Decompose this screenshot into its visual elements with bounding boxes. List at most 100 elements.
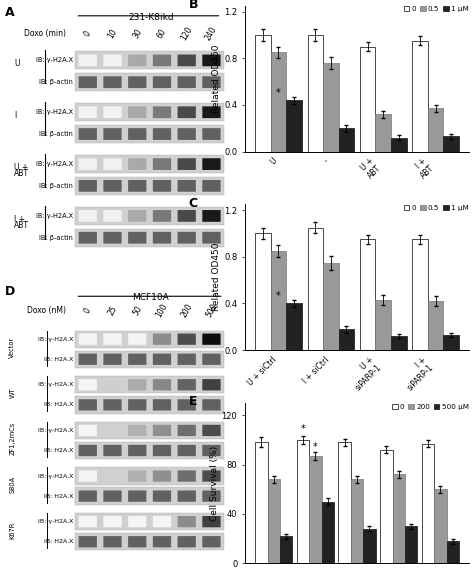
Bar (391, 138, 407, 151)
Text: IB: γ-H2A.X: IB: γ-H2A.X (37, 519, 73, 524)
Text: IB: γ-H2A.X: IB: γ-H2A.X (37, 428, 73, 433)
Bar (391, 336, 407, 350)
FancyBboxPatch shape (128, 399, 146, 410)
Bar (447, 541, 459, 563)
FancyBboxPatch shape (202, 516, 220, 527)
FancyBboxPatch shape (128, 379, 146, 390)
Text: IB: γ-H2A.X: IB: γ-H2A.X (36, 213, 73, 219)
Bar (271, 52, 286, 151)
Bar (428, 301, 444, 350)
Text: 200: 200 (179, 302, 194, 319)
FancyBboxPatch shape (103, 76, 122, 88)
Bar (444, 137, 459, 151)
FancyBboxPatch shape (202, 76, 220, 88)
Text: *: * (276, 291, 281, 301)
FancyBboxPatch shape (75, 396, 224, 414)
FancyBboxPatch shape (178, 106, 196, 118)
Text: 231-K8ikd: 231-K8ikd (128, 13, 173, 22)
FancyBboxPatch shape (153, 76, 171, 88)
Text: IB: β-actin: IB: β-actin (39, 234, 73, 241)
FancyBboxPatch shape (202, 106, 220, 118)
FancyBboxPatch shape (128, 471, 146, 482)
Text: *: * (313, 442, 318, 452)
FancyBboxPatch shape (103, 158, 122, 170)
FancyBboxPatch shape (128, 490, 146, 502)
Text: IB: H2A.X: IB: H2A.X (44, 357, 73, 362)
FancyBboxPatch shape (75, 207, 224, 225)
FancyBboxPatch shape (79, 425, 97, 436)
FancyBboxPatch shape (103, 180, 122, 192)
FancyBboxPatch shape (103, 516, 122, 527)
Text: 0: 0 (82, 29, 93, 38)
FancyBboxPatch shape (79, 55, 97, 66)
FancyBboxPatch shape (153, 55, 171, 66)
Text: D: D (5, 285, 15, 298)
FancyBboxPatch shape (178, 76, 196, 88)
Text: WT: WT (9, 387, 16, 398)
FancyBboxPatch shape (202, 399, 220, 410)
FancyBboxPatch shape (75, 51, 224, 69)
Bar (286, 303, 302, 350)
Bar (280, 536, 292, 563)
Text: IB: γ-H2A.X: IB: γ-H2A.X (36, 161, 73, 167)
FancyBboxPatch shape (75, 513, 224, 530)
Bar (255, 442, 267, 563)
Text: ZF1,2mCs: ZF1,2mCs (9, 422, 16, 455)
FancyBboxPatch shape (103, 128, 122, 140)
Text: *: * (276, 88, 281, 98)
FancyBboxPatch shape (178, 232, 196, 244)
FancyBboxPatch shape (79, 536, 97, 547)
FancyBboxPatch shape (178, 128, 196, 140)
Bar (286, 100, 302, 151)
Bar (255, 233, 271, 350)
Text: IB: γ-H2A.X: IB: γ-H2A.X (36, 57, 73, 63)
FancyBboxPatch shape (128, 353, 146, 365)
Legend: 0, 200, 500 μM: 0, 200, 500 μM (392, 403, 468, 410)
FancyBboxPatch shape (75, 442, 224, 459)
Bar (360, 240, 375, 350)
Text: IB: γ-H2A.X: IB: γ-H2A.X (37, 382, 73, 387)
FancyBboxPatch shape (79, 353, 97, 365)
Bar (412, 240, 428, 350)
FancyBboxPatch shape (128, 516, 146, 527)
Text: IB: β-actin: IB: β-actin (39, 79, 73, 85)
FancyBboxPatch shape (178, 516, 196, 527)
FancyBboxPatch shape (153, 106, 171, 118)
FancyBboxPatch shape (153, 180, 171, 192)
FancyBboxPatch shape (103, 353, 122, 365)
FancyBboxPatch shape (103, 471, 122, 482)
FancyBboxPatch shape (128, 76, 146, 88)
FancyBboxPatch shape (153, 399, 171, 410)
Bar (422, 444, 434, 563)
FancyBboxPatch shape (79, 180, 97, 192)
FancyBboxPatch shape (75, 177, 224, 195)
FancyBboxPatch shape (79, 158, 97, 170)
Bar (255, 35, 271, 151)
FancyBboxPatch shape (202, 128, 220, 140)
Bar (271, 251, 286, 350)
Text: 500: 500 (204, 302, 219, 319)
FancyBboxPatch shape (128, 55, 146, 66)
Bar (309, 456, 321, 563)
Bar (375, 300, 391, 350)
FancyBboxPatch shape (202, 425, 220, 436)
FancyBboxPatch shape (153, 128, 171, 140)
Text: U +: U + (14, 163, 28, 172)
FancyBboxPatch shape (75, 155, 224, 173)
FancyBboxPatch shape (79, 333, 97, 345)
FancyBboxPatch shape (103, 490, 122, 502)
FancyBboxPatch shape (128, 106, 146, 118)
FancyBboxPatch shape (75, 103, 224, 121)
Text: IB: γ-H2A.X: IB: γ-H2A.X (37, 337, 73, 341)
FancyBboxPatch shape (202, 353, 220, 365)
Text: S80A: S80A (9, 476, 16, 493)
FancyBboxPatch shape (178, 333, 196, 345)
FancyBboxPatch shape (128, 158, 146, 170)
Text: I: I (14, 111, 17, 120)
Text: MCF10A: MCF10A (132, 294, 169, 303)
FancyBboxPatch shape (153, 425, 171, 436)
Legend: 0, 0.5, 1 μM: 0, 0.5, 1 μM (403, 205, 468, 211)
Text: Doxo (nM): Doxo (nM) (27, 306, 66, 315)
Text: I +: I + (14, 215, 25, 224)
Text: ABT: ABT (14, 221, 29, 230)
